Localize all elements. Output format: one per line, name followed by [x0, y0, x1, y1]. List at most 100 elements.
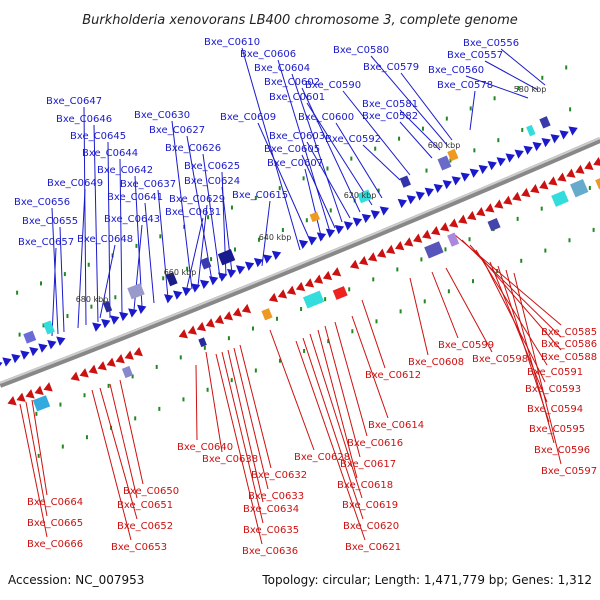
reverse-gene-label[interactable]: Bxe_C0599: [438, 340, 494, 351]
reverse-gene-label[interactable]: Bxe_C0598: [472, 354, 528, 365]
forward-tile: [23, 330, 37, 344]
forward-gene-label[interactable]: Bxe_C0625: [184, 161, 240, 172]
forward-gene-arrow: [2, 357, 12, 367]
forward-gene-label[interactable]: Bxe_C0582: [362, 111, 418, 122]
forward-gene-arrow: [190, 283, 201, 293]
reverse-leader: [469, 244, 562, 351]
reverse-gene-label[interactable]: Bxe_C0616: [347, 438, 403, 449]
reverse-gene-label[interactable]: Bxe_C0638: [202, 454, 258, 465]
forward-gene-label[interactable]: Bxe_C0603: [269, 131, 325, 142]
forward-gene-label[interactable]: Bxe_C0580: [333, 45, 389, 56]
tick-dot: [87, 262, 90, 267]
reverse-gene-arrow: [349, 259, 360, 269]
tick-label: 640 kbp: [259, 233, 292, 242]
forward-gene-arrow: [92, 322, 102, 332]
forward-gene-label[interactable]: Bxe_C0560: [428, 65, 484, 76]
forward-gene-label[interactable]: Bxe_C0629: [169, 194, 225, 205]
tick-dot: [351, 329, 354, 334]
forward-gene-label[interactable]: Bxe_C0647: [46, 96, 102, 107]
forward-gene-label[interactable]: Bxe_C0600: [298, 112, 354, 123]
reverse-gene-label[interactable]: Bxe_C0591: [527, 367, 583, 378]
forward-gene-label[interactable]: Bxe_C0610: [204, 37, 260, 48]
reverse-gene-label[interactable]: Bxe_C0620: [343, 521, 399, 532]
forward-leader: [51, 247, 57, 337]
reverse-gene-label[interactable]: Bxe_C0595: [529, 424, 585, 435]
forward-leader: [399, 121, 433, 159]
forward-gene-label[interactable]: Bxe_C0655: [22, 216, 78, 227]
reverse-gene-label[interactable]: Bxe_C0585: [541, 327, 597, 338]
reverse-gene-label[interactable]: Bxe_C0614: [368, 420, 424, 431]
reverse-gene-label[interactable]: Bxe_C0612: [365, 370, 421, 381]
reverse-gene-label[interactable]: Bxe_C0640: [177, 442, 233, 453]
forward-gene-label[interactable]: Bxe_C0646: [56, 114, 112, 125]
forward-gene-label[interactable]: Bxe_C0631: [165, 207, 221, 218]
forward-gene-label[interactable]: Bxe_C0607: [267, 158, 323, 169]
forward-gene-label[interactable]: Bxe_C0624: [184, 176, 240, 187]
tick-dot: [377, 188, 380, 193]
reverse-gene-label[interactable]: Bxe_C0619: [342, 500, 398, 511]
forward-gene-label[interactable]: Bxe_C0648: [77, 234, 133, 245]
reverse-gene-arrow: [413, 233, 423, 243]
forward-gene-label[interactable]: Bxe_C0637: [120, 179, 176, 190]
reverse-gene-label[interactable]: Bxe_C0635: [243, 525, 299, 536]
reverse-gene-label[interactable]: Bxe_C0652: [117, 521, 173, 532]
forward-gene-label[interactable]: Bxe_C0579: [363, 62, 419, 73]
reverse-gene-label[interactable]: Bxe_C0666: [27, 539, 83, 550]
tick-dot: [35, 411, 38, 416]
forward-gene-label[interactable]: Bxe_C0630: [134, 110, 190, 121]
reverse-gene-label[interactable]: Bxe_C0650: [123, 486, 179, 497]
forward-gene-label[interactable]: Bxe_C0626: [165, 143, 221, 154]
reverse-gene-label[interactable]: Bxe_C0594: [527, 404, 583, 415]
forward-gene-label[interactable]: Bxe_C0556: [463, 38, 519, 49]
forward-gene-label[interactable]: Bxe_C0643: [104, 214, 160, 225]
forward-gene-label[interactable]: Bxe_C0604: [254, 63, 310, 74]
tick-dot: [179, 355, 182, 360]
forward-gene-label[interactable]: Bxe_C0649: [47, 178, 103, 189]
forward-gene-label[interactable]: Bxe_C0581: [362, 99, 418, 110]
forward-gene-label[interactable]: Bxe_C0627: [149, 125, 205, 136]
reverse-gene-label[interactable]: Bxe_C0634: [243, 504, 299, 515]
reverse-gene-label[interactable]: Bxe_C0621: [345, 542, 401, 553]
tick-label: 620 kbp: [344, 191, 377, 200]
reverse-gene-label[interactable]: Bxe_C0651: [117, 500, 173, 511]
forward-gene-label[interactable]: Bxe_C0657: [18, 237, 74, 248]
forward-gene-label[interactable]: Bxe_C0602: [264, 77, 320, 88]
reverse-gene-label[interactable]: Bxe_C0633: [248, 491, 304, 502]
forward-leader: [99, 244, 116, 319]
forward-leader: [119, 158, 123, 315]
forward-gene-label[interactable]: Bxe_C0606: [240, 49, 296, 60]
forward-gene-label[interactable]: Bxe_C0609: [220, 112, 276, 123]
reverse-gene-label[interactable]: Bxe_C0618: [337, 480, 393, 491]
reverse-gene-label[interactable]: Bxe_C0653: [111, 542, 167, 553]
reverse-gene-label[interactable]: Bxe_C0588: [541, 352, 597, 363]
reverse-gene-label[interactable]: Bxe_C0596: [534, 445, 590, 456]
forward-gene-label[interactable]: Bxe_C0590: [305, 80, 361, 91]
forward-tile: [447, 148, 459, 162]
forward-gene-label[interactable]: Bxe_C0645: [70, 131, 126, 142]
reverse-gene-label[interactable]: Bxe_C0608: [408, 357, 464, 368]
forward-gene-arrow: [397, 198, 407, 209]
forward-gene-label[interactable]: Bxe_C0592: [325, 134, 381, 145]
forward-gene-label[interactable]: Bxe_C0605: [264, 144, 320, 155]
reverse-gene-label[interactable]: Bxe_C0593: [525, 384, 581, 395]
forward-gene-label[interactable]: Bxe_C0578: [437, 80, 493, 91]
tick-label: 680 kbp: [76, 295, 109, 304]
reverse-gene-label[interactable]: Bxe_C0617: [340, 459, 396, 470]
forward-gene-label[interactable]: Bxe_C0557: [447, 50, 503, 61]
reverse-gene-label[interactable]: Bxe_C0636: [242, 546, 298, 557]
reverse-gene-label[interactable]: Bxe_C0664: [27, 497, 83, 508]
forward-gene-label[interactable]: Bxe_C0641: [107, 192, 163, 203]
forward-gene-label[interactable]: Bxe_C0615: [232, 190, 288, 201]
forward-gene-label[interactable]: Bxe_C0642: [97, 165, 153, 176]
forward-gene-label[interactable]: Bxe_C0644: [82, 148, 138, 159]
forward-gene-label[interactable]: Bxe_C0601: [269, 92, 325, 103]
tick-dot: [521, 127, 524, 132]
forward-gene-label[interactable]: Bxe_C0656: [14, 197, 70, 208]
reverse-gene-label[interactable]: Bxe_C0586: [541, 339, 597, 350]
tick-dot: [569, 107, 572, 112]
reverse-gene-label[interactable]: Bxe_C0597: [541, 466, 597, 477]
reverse-gene-label[interactable]: Bxe_C0665: [27, 518, 83, 529]
reverse-gene-label[interactable]: Bxe_C0628: [294, 452, 350, 463]
tick-dot: [234, 247, 237, 252]
reverse-gene-label[interactable]: Bxe_C0632: [251, 470, 307, 481]
